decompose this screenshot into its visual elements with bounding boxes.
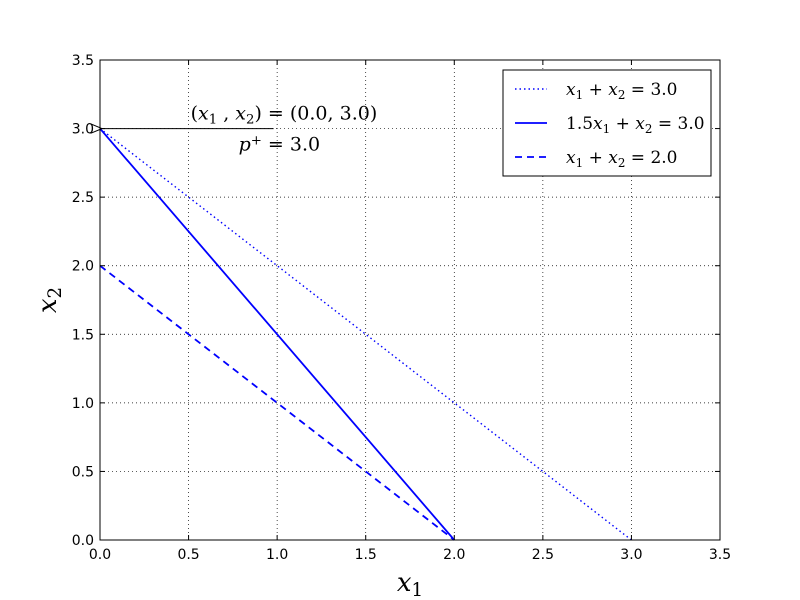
x-axis-label: x1 [397,568,423,600]
legend-label-2: 1.5x1 + x2 = 3.0 [566,114,705,136]
y-tick-label: 3.0 [72,122,94,138]
y-tick-label: 3.5 [72,53,94,69]
annotation: (x1 , x2) = (0.0, 3.0) p+ = 3.0 [102,103,377,156]
y-tick-label: 2.0 [72,259,94,275]
x-tick-label: 1.5 [355,547,377,563]
y-tick-label: 1.5 [72,327,94,343]
x-tick-label: 3.0 [620,547,642,563]
y-axis-label: x2 [33,287,66,313]
annotation-line-1: (x1 , x2) = (0.0, 3.0) [191,103,378,128]
series-line-3 [99,265,455,541]
annotation-line-2: p+ = 3.0 [239,134,321,156]
x-tick-label: 2.0 [443,547,465,563]
ticks: 0.0 0.5 1.0 1.5 2.0 2.5 3.0 3.5 0.0 0.5 1.0 1.5 2.0 2… [72,53,731,563]
x-tick-label: 1.0 [266,547,288,563]
legend-label-3: x1 + x2 = 2.0 [566,148,678,170]
y-tick-label: 1.0 [72,396,94,412]
legend: x1 + x2 = 3.0 1.5x1 + x2 = 3.0 x1 + x2 = 2… [502,69,712,177]
axis-labels: x1 x2 [33,287,423,600]
legend-label-1: x1 + x2 = 3.0 [566,80,678,102]
plot-frame [99,59,721,541]
y-tick-label: 2.5 [72,190,94,206]
y-tick-label: 0.5 [72,464,94,480]
y-tick-label: 0.0 [72,533,94,549]
series-line-2 [99,127,455,541]
x-tick-label: 3.5 [709,547,731,563]
x-tick-label: 0.5 [177,547,199,563]
series-line-1 [99,128,632,541]
x-tick-label: 0.0 [89,547,111,563]
series-layer [99,127,632,541]
x-tick-label: 2.5 [532,547,554,563]
